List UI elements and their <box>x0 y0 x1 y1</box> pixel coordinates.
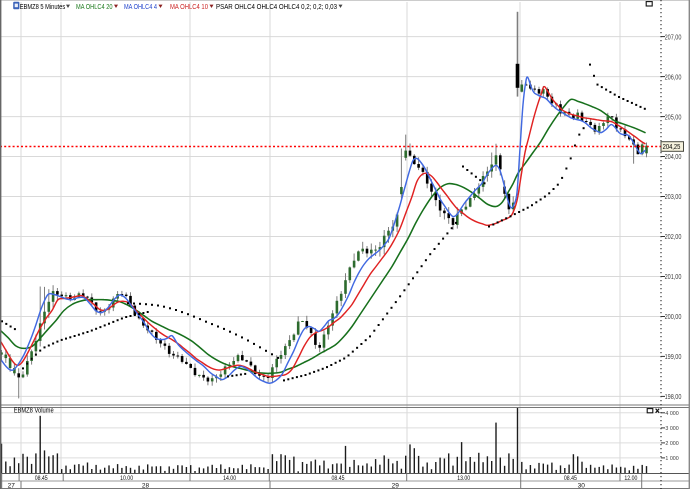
svg-text:13.00: 13.00 <box>457 475 470 482</box>
svg-text:12.00: 12.00 <box>624 475 637 482</box>
svg-text:204,00: 204,00 <box>665 152 682 161</box>
svg-text:MA OHLC4 10: MA OHLC4 10 <box>170 4 208 11</box>
svg-text:MA OHLC4 4: MA OHLC4 4 <box>124 4 157 11</box>
svg-text:1 000: 1 000 <box>665 456 678 462</box>
svg-text:3 000: 3 000 <box>665 426 678 432</box>
svg-text:MA OHLC4 20: MA OHLC4 20 <box>76 4 113 11</box>
svg-text:4 000: 4 000 <box>665 411 678 417</box>
svg-text:201,00: 201,00 <box>665 272 682 281</box>
svg-text:206,00: 206,00 <box>665 72 682 81</box>
svg-text:27: 27 <box>8 483 16 490</box>
svg-text:PSAR OHLC4 OHLC4 OHLC4 0,2; 0: PSAR OHLC4 OHLC4 OHLC4 0,2; 0,2; 0,03 <box>216 4 337 11</box>
svg-text:2 000: 2 000 <box>665 441 678 447</box>
svg-text:200,00: 200,00 <box>665 312 682 321</box>
svg-text:EBMZ8 5 Minutes: EBMZ8 5 Minutes <box>20 4 66 11</box>
svg-text:08.45: 08.45 <box>564 475 577 482</box>
svg-text:08.45: 08.45 <box>35 475 48 482</box>
svg-text:10.00: 10.00 <box>120 475 133 482</box>
svg-text:207,00: 207,00 <box>665 32 682 41</box>
svg-text:198,00: 198,00 <box>665 392 682 401</box>
svg-text:205,00: 205,00 <box>665 112 682 121</box>
svg-text:28: 28 <box>142 483 150 490</box>
svg-text:08.45: 08.45 <box>332 475 345 482</box>
svg-text:30: 30 <box>578 483 586 490</box>
svg-text:14.00: 14.00 <box>223 475 236 482</box>
svg-text:202,00: 202,00 <box>665 232 682 241</box>
svg-text:204,25: 204,25 <box>663 142 681 151</box>
svg-text:203,00: 203,00 <box>665 192 682 201</box>
svg-text:29: 29 <box>392 483 400 490</box>
svg-text:EBMZ8 Volume: EBMZ8 Volume <box>14 408 54 415</box>
svg-text:199,00: 199,00 <box>665 352 682 361</box>
